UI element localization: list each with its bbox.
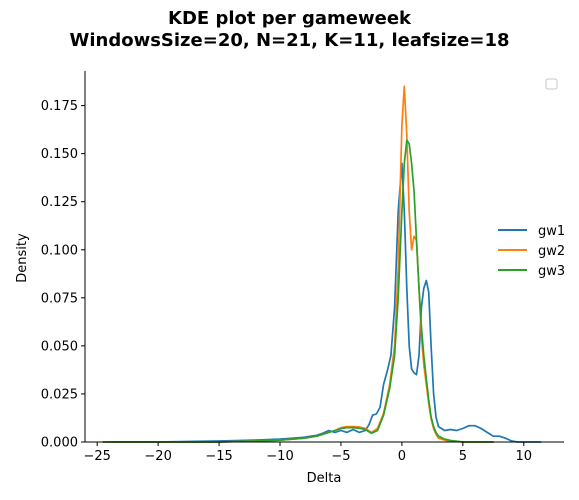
- chart-title: KDE plot per gameweek: [168, 8, 411, 29]
- x-tick-label: 0: [398, 449, 406, 464]
- chart-subtitle: WindowsSize=20, N=21, K=11, leafsize=18: [69, 30, 510, 51]
- series-line-gw2: [102, 85, 495, 443]
- y-tick-label: 0.125: [41, 195, 78, 210]
- series-line-gw1: [108, 162, 542, 443]
- y-tick-label: 0.075: [41, 291, 78, 306]
- legend: gw1 gw2 gw3: [498, 224, 565, 279]
- y-tick-label: 0.150: [41, 147, 78, 162]
- y-axis-label: Density: [15, 233, 30, 283]
- y-tick-label: 0.050: [41, 339, 78, 354]
- x-tick-label: −5: [331, 449, 350, 464]
- y-ticks: 0.000 0.025 0.050 0.075 0.100 0.125 0.150 0.175: [41, 99, 85, 451]
- series-line-gw3: [102, 139, 495, 443]
- y-tick-label: 0.025: [41, 387, 78, 402]
- x-tick-label: 10: [516, 449, 533, 464]
- legend-label-gw2: gw2: [538, 244, 565, 259]
- x-tick-label: −20: [144, 449, 171, 464]
- series-lines: [102, 85, 542, 443]
- x-tick-label: 5: [459, 449, 467, 464]
- x-axis-label: Delta: [307, 471, 342, 486]
- y-tick-label: 0.175: [41, 99, 78, 114]
- x-tick-label: −25: [83, 449, 110, 464]
- y-tick-label: 0.000: [41, 436, 78, 451]
- legend-label-gw3: gw3: [538, 264, 565, 279]
- legend-label-gw1: gw1: [538, 224, 565, 239]
- empty-legend-box: [545, 78, 558, 90]
- y-tick-label: 0.100: [41, 243, 78, 258]
- x-tick-label: −15: [205, 449, 232, 464]
- x-tick-label: −10: [266, 449, 293, 464]
- axes: [84, 71, 564, 443]
- x-ticks: −25 −20 −15 −10 −5 0 5 10: [83, 442, 532, 464]
